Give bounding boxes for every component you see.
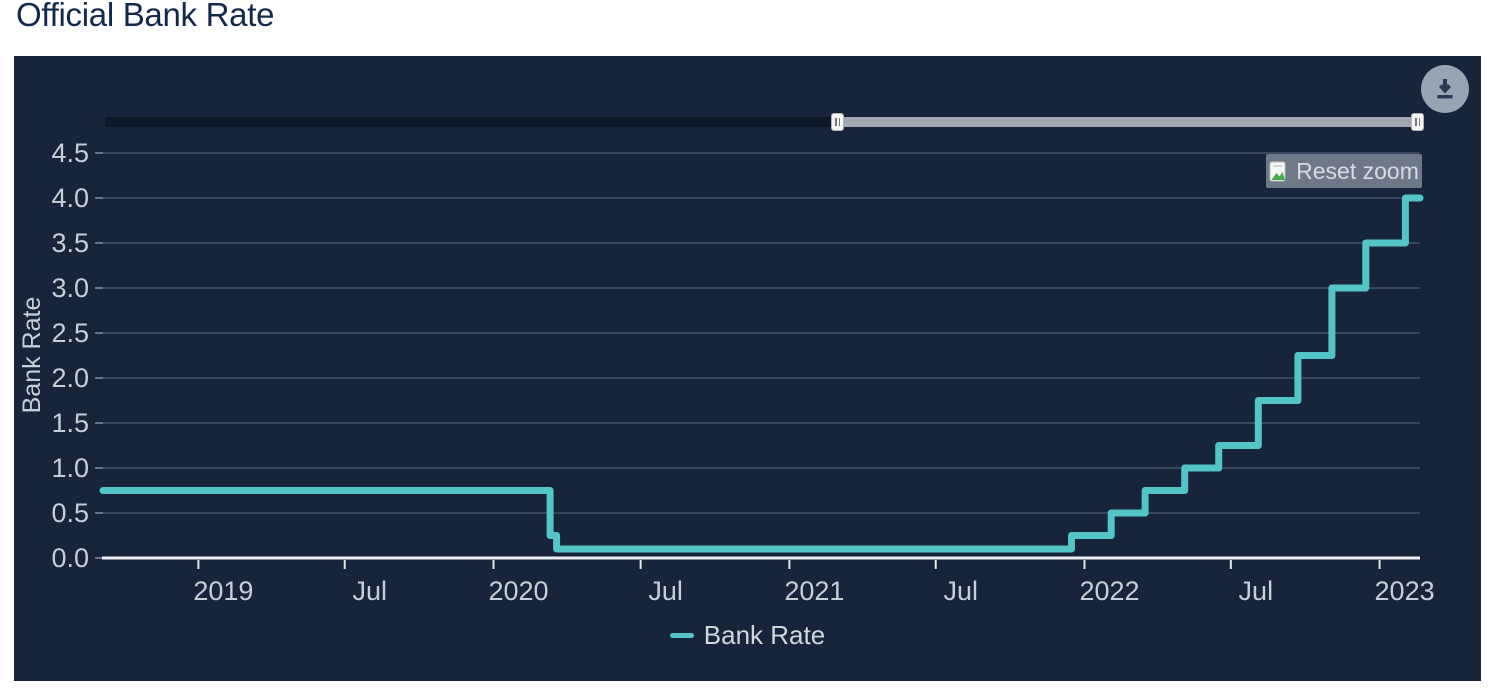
navigator-left-handle[interactable] — [831, 113, 844, 131]
navigator-right-handle[interactable] — [1411, 113, 1424, 131]
grip-handle-icon — [1415, 118, 1417, 126]
y-axis-label: 1.0 — [51, 453, 89, 483]
y-axis-label: 0.5 — [51, 498, 89, 528]
x-axis-label: 2019 — [193, 576, 253, 606]
reset-zoom-button[interactable]: Reset zoom — [1266, 154, 1422, 188]
series-line — [99, 194, 1424, 553]
x-axis-label: 2020 — [488, 576, 548, 606]
legend-line-swatch-icon — [669, 633, 694, 638]
y-axis-label: 3.0 — [51, 273, 89, 303]
y-axis-label: 2.5 — [51, 318, 89, 348]
x-axis-label: Jul — [352, 576, 387, 606]
y-axis-label: 1.5 — [51, 408, 89, 438]
y-axis-label: 4.0 — [51, 183, 89, 213]
plot-area[interactable]: 0.0 0.5 1.0 1.5 2.0 2.5 3.0 3.5 4.0 4.5 2019 Jul 202… — [14, 56, 1481, 681]
download-icon — [1437, 79, 1453, 99]
y-axis-label: 0.0 — [51, 543, 89, 573]
reset-zoom-label: Reset zoom — [1296, 157, 1419, 184]
y-axis-title: Bank Rate — [18, 297, 46, 414]
x-axis-label: Jul — [1239, 576, 1274, 606]
chart-container: 0.0 0.5 1.0 1.5 2.0 2.5 3.0 3.5 4.0 4.5 2019 Jul 202… — [14, 56, 1481, 681]
page-title: Official Bank Rate — [16, 0, 275, 33]
legend: Bank Rate — [14, 620, 1481, 651]
grip-handle-icon — [1418, 118, 1420, 126]
download-button[interactable] — [1421, 65, 1469, 113]
x-axis-label: 2023 — [1375, 576, 1435, 606]
legend-item-bank-rate[interactable]: Bank Rate — [669, 620, 826, 651]
grip-handle-icon — [835, 118, 837, 126]
reset-zoom-icon — [1269, 161, 1288, 182]
x-axis-label: Jul — [648, 576, 683, 606]
navigator-track-unselected[interactable] — [105, 117, 1420, 127]
x-axis-label: 2021 — [784, 576, 844, 606]
x-axis-label: 2022 — [1079, 576, 1139, 606]
navigator-selected-range[interactable] — [838, 117, 1420, 127]
y-axis-label: 3.5 — [51, 228, 89, 258]
legend-label: Bank Rate — [703, 620, 826, 650]
grip-handle-icon — [838, 118, 840, 126]
y-axis-label: 2.0 — [51, 363, 89, 393]
x-axis-label: Jul — [943, 576, 978, 606]
y-axis-label: 4.5 — [51, 138, 89, 168]
